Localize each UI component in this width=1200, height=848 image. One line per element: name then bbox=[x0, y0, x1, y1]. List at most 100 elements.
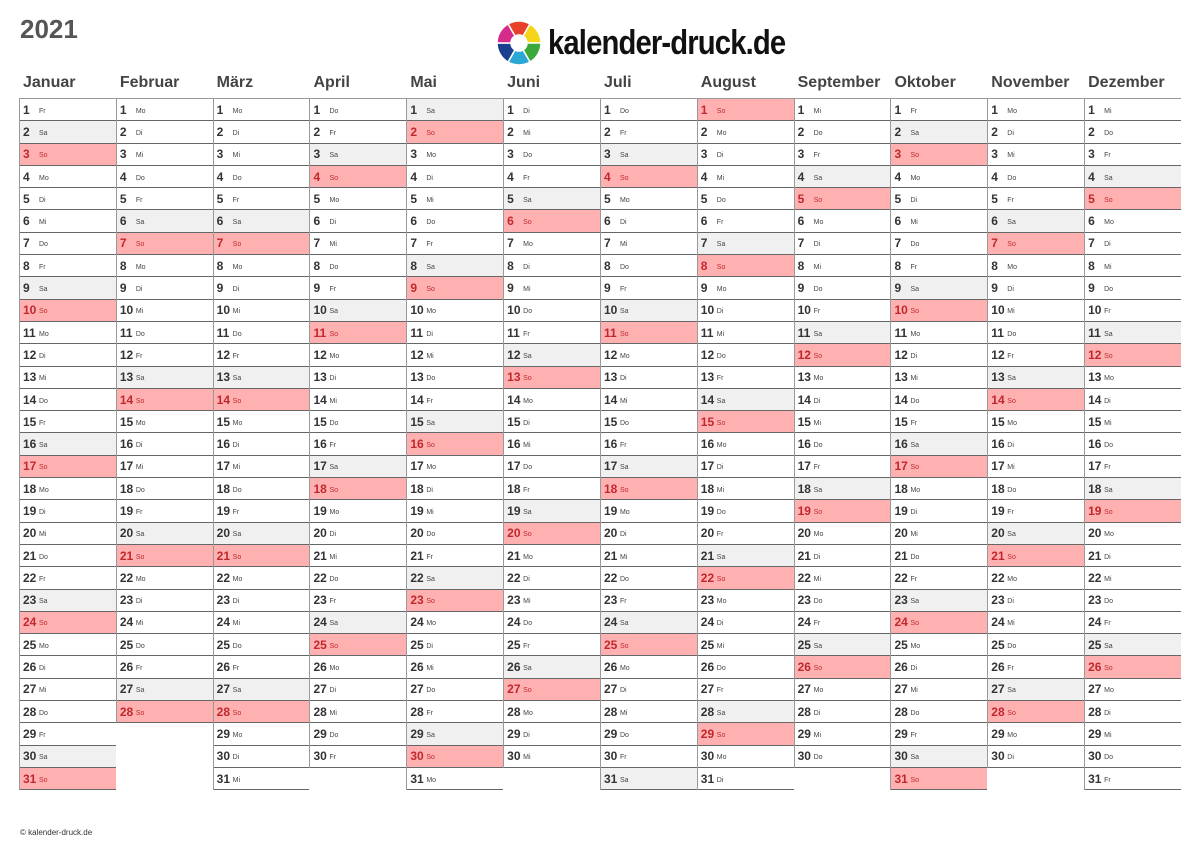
day-cell[interactable]: 13 Sa bbox=[213, 366, 310, 389]
day-cell[interactable]: 16 Mi bbox=[504, 433, 600, 456]
day-cell[interactable]: 18 Sa bbox=[1085, 478, 1181, 501]
day-cell[interactable]: 21 Do bbox=[20, 545, 116, 568]
day-cell[interactable]: 1 Do bbox=[310, 99, 407, 122]
day-cell[interactable]: 21 Di bbox=[1085, 545, 1181, 568]
day-cell[interactable]: 17 Fr bbox=[1085, 456, 1181, 479]
day-cell[interactable]: 11 Do bbox=[213, 322, 310, 345]
day-cell[interactable]: 27 Mi bbox=[891, 679, 988, 702]
day-cell[interactable]: 12 So bbox=[1085, 344, 1181, 367]
day-cell[interactable]: 11 Mo bbox=[891, 322, 988, 345]
day-cell[interactable]: 17 Mo bbox=[407, 456, 504, 479]
day-cell[interactable]: 26 Mo bbox=[310, 656, 407, 679]
day-cell[interactable]: 28 Mo bbox=[504, 701, 600, 724]
day-cell[interactable]: 11 Mo bbox=[20, 322, 116, 345]
day-cell[interactable]: 5 Mi bbox=[407, 188, 504, 211]
day-cell[interactable]: 4 So bbox=[600, 165, 697, 189]
day-cell[interactable]: 10 Do bbox=[504, 300, 600, 322]
day-cell[interactable]: 13 Do bbox=[407, 367, 504, 389]
day-cell[interactable]: 18 So bbox=[600, 478, 697, 501]
day-cell[interactable]: 30 So bbox=[407, 745, 504, 768]
day-cell[interactable]: 26 Mo bbox=[600, 656, 697, 679]
day-cell[interactable]: 3 Sa bbox=[600, 143, 697, 166]
day-cell[interactable]: 1 Mo bbox=[213, 99, 310, 122]
day-cell[interactable]: 5 Sa bbox=[504, 188, 600, 211]
day-cell[interactable]: 12 Fr bbox=[213, 344, 310, 367]
day-cell[interactable]: 31 Mo bbox=[407, 768, 504, 791]
day-cell[interactable]: 6 Sa bbox=[116, 210, 213, 233]
day-cell[interactable]: 9 Fr bbox=[310, 277, 407, 300]
day-cell[interactable]: 21 Do bbox=[891, 545, 988, 568]
day-cell[interactable]: 8 So bbox=[697, 255, 794, 278]
day-cell[interactable]: 22 Mo bbox=[213, 567, 310, 590]
day-cell[interactable]: 22 Mo bbox=[988, 567, 1085, 590]
day-cell[interactable]: 5 Mo bbox=[310, 188, 407, 211]
day-cell[interactable]: 8 Mi bbox=[1085, 255, 1181, 278]
day-cell[interactable]: 18 Mo bbox=[20, 478, 116, 501]
day-cell[interactable]: 22 Sa bbox=[407, 567, 504, 590]
day-cell[interactable]: 24 Mi bbox=[116, 612, 213, 635]
day-cell[interactable]: 1 Mi bbox=[1085, 99, 1181, 122]
day-cell[interactable]: 21 Mi bbox=[310, 545, 407, 568]
day-cell[interactable]: 14 Do bbox=[20, 389, 116, 412]
day-cell[interactable]: 1 Mo bbox=[116, 99, 213, 122]
day-cell[interactable]: 29 Do bbox=[600, 723, 697, 746]
day-cell[interactable]: 15 Mo bbox=[116, 411, 213, 434]
day-cell[interactable]: 10 So bbox=[20, 299, 116, 322]
day-cell[interactable]: 16 Fr bbox=[310, 433, 407, 456]
day-cell[interactable]: 16 Do bbox=[1085, 433, 1181, 456]
day-cell[interactable]: 6 Sa bbox=[988, 210, 1085, 233]
day-cell[interactable]: 14 So bbox=[988, 388, 1085, 412]
day-cell[interactable]: 21 Sa bbox=[697, 544, 794, 568]
day-cell[interactable]: 10 Mo bbox=[407, 300, 504, 322]
day-cell[interactable]: 29 Fr bbox=[891, 723, 988, 746]
day-cell[interactable]: 23 Sa bbox=[891, 589, 988, 612]
day-cell[interactable]: 20 Sa bbox=[213, 522, 310, 545]
day-cell[interactable]: 5 Fr bbox=[988, 188, 1085, 211]
day-cell[interactable]: 29 Do bbox=[310, 723, 407, 746]
day-cell[interactable]: 17 Sa bbox=[600, 455, 697, 479]
day-cell[interactable]: 27 Sa bbox=[988, 678, 1085, 702]
day-cell[interactable]: 14 Mo bbox=[504, 389, 600, 412]
day-cell[interactable]: 3 Sa bbox=[310, 143, 407, 166]
day-cell[interactable]: 25 Fr bbox=[504, 634, 600, 657]
day-cell[interactable]: 27 Sa bbox=[116, 678, 213, 702]
day-cell[interactable]: 20 Do bbox=[407, 523, 504, 545]
day-cell[interactable]: 4 Do bbox=[116, 166, 213, 189]
day-cell[interactable]: 11 Sa bbox=[1085, 321, 1181, 345]
day-cell[interactable]: 5 Fr bbox=[116, 188, 213, 211]
day-cell[interactable]: 25 Mo bbox=[891, 634, 988, 657]
day-cell[interactable]: 2 Mi bbox=[504, 121, 600, 144]
day-cell[interactable]: 28 So bbox=[116, 701, 213, 724]
day-cell[interactable]: 8 Do bbox=[600, 255, 697, 278]
day-cell[interactable]: 24 Mo bbox=[407, 612, 504, 635]
day-cell[interactable]: 24 Fr bbox=[794, 612, 891, 635]
day-cell[interactable]: 20 Sa bbox=[988, 522, 1085, 545]
day-cell[interactable]: 9 Di bbox=[213, 277, 310, 300]
day-cell[interactable]: 31 So bbox=[20, 767, 116, 791]
day-cell[interactable]: 30 Do bbox=[1085, 746, 1181, 768]
day-cell[interactable]: 2 Fr bbox=[600, 121, 697, 144]
day-cell[interactable]: 2 Sa bbox=[20, 121, 116, 144]
day-cell[interactable]: 4 Sa bbox=[794, 165, 891, 189]
day-cell[interactable]: 19 Fr bbox=[988, 500, 1085, 523]
day-cell[interactable]: 20 Mo bbox=[1085, 523, 1181, 545]
day-cell[interactable]: 25 Mi bbox=[697, 634, 794, 657]
day-cell[interactable]: 4 Mi bbox=[697, 166, 794, 189]
day-cell[interactable]: 17 Fr bbox=[794, 456, 891, 479]
day-cell[interactable]: 23 Di bbox=[116, 590, 213, 612]
day-cell[interactable]: 26 Do bbox=[697, 656, 794, 679]
day-cell[interactable]: 14 So bbox=[213, 388, 310, 412]
day-cell[interactable]: 15 Mi bbox=[794, 411, 891, 434]
day-cell[interactable]: 7 Do bbox=[20, 233, 116, 256]
day-cell[interactable]: 7 Sa bbox=[697, 232, 794, 256]
day-cell[interactable]: 27 Sa bbox=[213, 678, 310, 702]
day-cell[interactable]: 29 Mi bbox=[1085, 723, 1181, 746]
day-cell[interactable]: 3 Mi bbox=[116, 144, 213, 166]
day-cell[interactable]: 25 Do bbox=[116, 634, 213, 657]
day-cell[interactable]: 21 So bbox=[116, 544, 213, 568]
day-cell[interactable]: 18 So bbox=[310, 478, 407, 501]
day-cell[interactable]: 26 So bbox=[794, 656, 891, 679]
day-cell[interactable]: 28 Di bbox=[794, 701, 891, 724]
day-cell[interactable]: 15 Mo bbox=[213, 411, 310, 434]
day-cell[interactable]: 7 Di bbox=[794, 233, 891, 256]
